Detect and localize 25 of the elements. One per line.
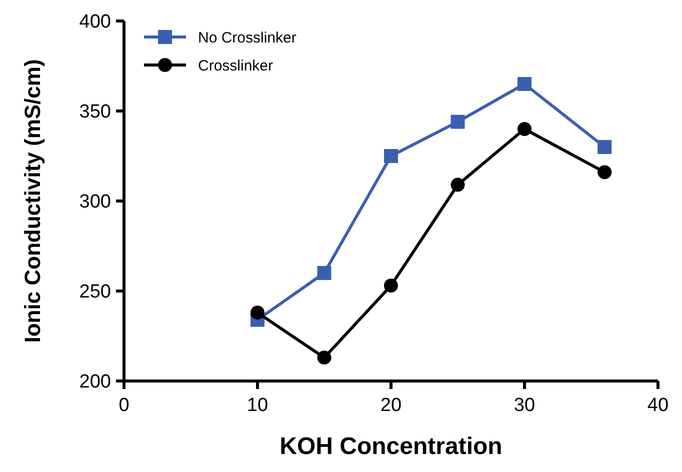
x-tick-label: 0 <box>118 395 130 416</box>
y-axis-title: Ionic Conductivity (mS/cm) <box>20 59 45 343</box>
point <box>317 350 332 365</box>
y-tick-label: 350 <box>79 102 111 123</box>
y-tick-label: 250 <box>79 282 111 303</box>
y-tick-label: 200 <box>79 372 111 393</box>
x-tick-label: 10 <box>246 395 268 416</box>
y-tick-label: 300 <box>79 192 111 213</box>
point <box>317 266 332 280</box>
x-tick-label: 40 <box>647 395 669 416</box>
point <box>384 149 398 163</box>
point <box>518 122 532 136</box>
point <box>598 140 612 154</box>
point <box>250 306 264 320</box>
x-tick-label: 30 <box>514 395 536 416</box>
x-tick-label: 20 <box>380 395 402 416</box>
point <box>518 77 532 91</box>
y-tick-label: 400 <box>79 12 111 33</box>
point <box>384 278 398 293</box>
legend-label: No Crosslinker <box>198 29 296 46</box>
x-axis-title: KOH Concentration <box>280 433 502 460</box>
legend-label: Crosslinker <box>198 57 274 74</box>
point <box>450 114 465 129</box>
point <box>450 178 465 192</box>
point <box>598 165 612 180</box>
